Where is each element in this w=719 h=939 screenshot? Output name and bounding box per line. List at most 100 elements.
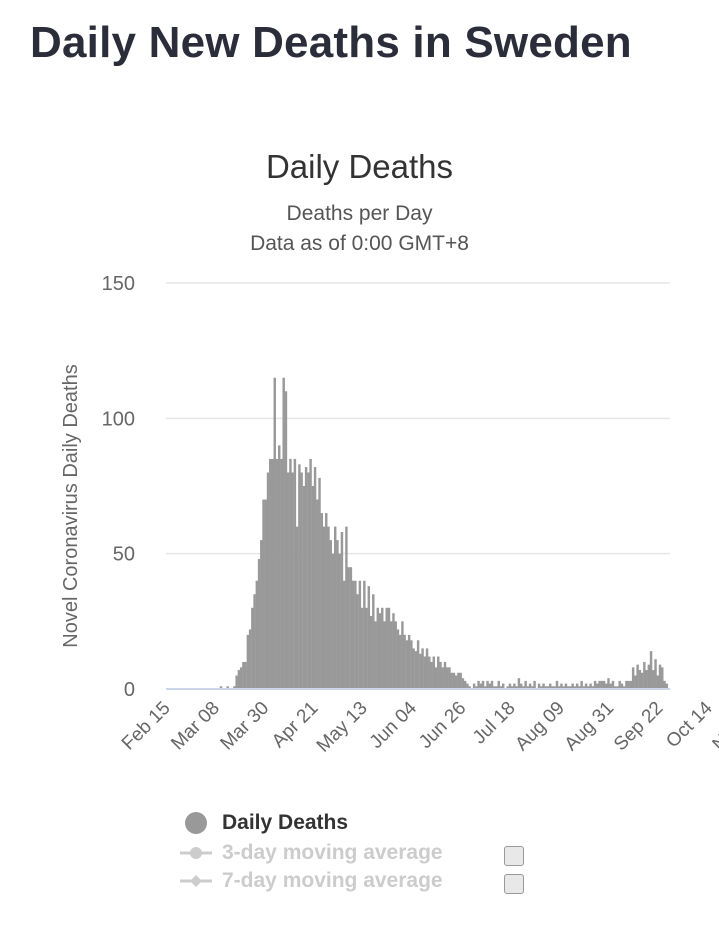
bar: [396, 629, 400, 689]
bar: [242, 661, 245, 689]
bar: [405, 640, 409, 689]
bar: [457, 672, 460, 689]
bar: [629, 680, 633, 689]
bar: [412, 648, 415, 689]
bar: [269, 458, 272, 689]
bar: [631, 667, 635, 689]
bar: [316, 499, 319, 689]
legend-label-7-day-average: 7-day moving average: [222, 869, 443, 892]
bar: [403, 634, 406, 689]
bar: [392, 613, 395, 689]
bar: [410, 640, 413, 689]
bar: [582, 686, 586, 689]
bar: [313, 467, 317, 689]
bar: [273, 377, 276, 689]
bar: [336, 540, 339, 689]
bar: [342, 580, 346, 689]
bar: [387, 607, 391, 689]
legend-item-3-day-average[interactable]: 3-day moving average: [180, 840, 443, 866]
bar: [596, 683, 599, 689]
bar: [280, 458, 283, 689]
bar: [580, 680, 583, 689]
bar: [627, 680, 630, 689]
bar: [475, 686, 478, 689]
bar: [584, 683, 588, 689]
bar: [602, 680, 606, 689]
bar: [569, 686, 572, 689]
bar: [219, 686, 223, 689]
bar: [638, 670, 642, 689]
bar: [428, 656, 431, 689]
bar: [466, 683, 469, 689]
bar: [616, 686, 619, 689]
y-tick-label: 150: [102, 273, 135, 295]
bar: [345, 526, 348, 689]
y-tick-label: 0: [124, 679, 135, 701]
x-tick-label: May 13: [313, 698, 372, 757]
bar: [636, 664, 639, 689]
bar: [233, 686, 236, 689]
bar: [349, 567, 353, 689]
bar: [472, 683, 476, 689]
bar: [546, 686, 550, 689]
bar: [367, 586, 371, 689]
checkbox-3-day-average[interactable]: [504, 846, 524, 866]
bar: [506, 686, 509, 689]
bar: [401, 621, 404, 689]
bar: [645, 670, 648, 689]
bar: [517, 678, 521, 689]
bar: [531, 686, 534, 689]
x-tick-label: Mar 30: [217, 698, 274, 755]
bar: [327, 526, 330, 689]
bar: [658, 664, 662, 689]
bar: [454, 675, 458, 689]
bar: [248, 629, 252, 689]
bar: [656, 675, 659, 689]
bar: [665, 683, 668, 689]
bar: [459, 672, 462, 689]
bar: [358, 580, 362, 689]
bar: [419, 653, 422, 689]
x-tick-label: Jun 04: [366, 697, 421, 752]
bar: [239, 667, 243, 689]
bar: [502, 683, 505, 689]
bar: [309, 458, 312, 689]
bar: [634, 675, 637, 689]
bar: [598, 680, 601, 689]
bar: [311, 486, 315, 689]
bar: [322, 526, 326, 689]
bar: [278, 445, 281, 689]
bar: [437, 656, 440, 689]
x-tick-label: Aug 31: [561, 698, 618, 755]
bar: [320, 513, 323, 689]
bar: [363, 580, 366, 689]
bar: [591, 686, 595, 689]
y-tick-label: 100: [102, 408, 135, 430]
bar: [385, 607, 388, 689]
bar: [484, 686, 487, 689]
legend-label-daily-deaths: Daily Deaths: [222, 811, 349, 834]
x-tick-label: Sep 22: [610, 698, 667, 755]
bar: [421, 648, 424, 689]
bar: [300, 472, 303, 689]
x-tick-label: Feb 15: [118, 698, 175, 755]
bar: [407, 634, 411, 689]
bar: [488, 683, 491, 689]
bar: [264, 499, 267, 689]
legend-item-daily-deaths[interactable]: Daily Deaths: [180, 810, 348, 836]
checkbox-7-day-average[interactable]: [504, 874, 524, 894]
bar: [600, 680, 603, 689]
bar: [652, 670, 655, 689]
bar: [381, 607, 384, 689]
bar: [551, 686, 554, 689]
legend-item-7-day-average[interactable]: 7-day moving average: [180, 868, 443, 894]
bar: [376, 607, 379, 689]
bar: [566, 686, 570, 689]
bar: [262, 499, 265, 689]
bar: [398, 634, 402, 689]
bar: [587, 686, 590, 689]
x-tick-label: Mar 08: [167, 698, 224, 755]
bar: [513, 683, 516, 689]
bar: [524, 680, 527, 689]
